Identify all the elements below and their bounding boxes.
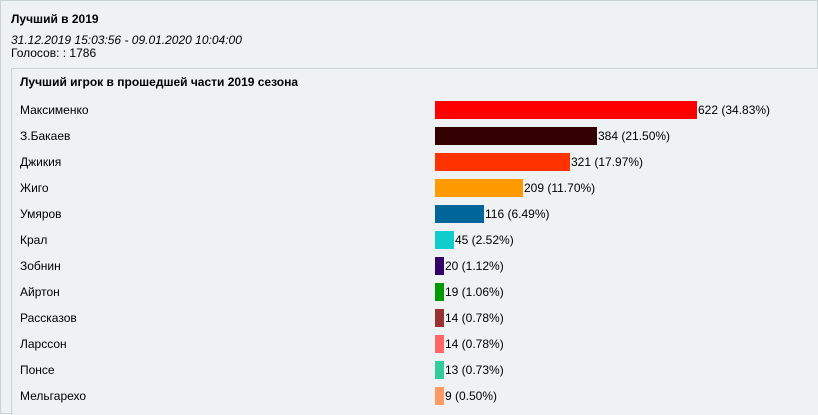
vote-count-label: 9 (0.50%) [445, 389, 498, 403]
option-label: Джикия [20, 155, 62, 169]
result-row: Рассказов 14 (0.78%) [12, 309, 812, 329]
vote-bar [435, 309, 444, 327]
vote-count-label: 13 (0.73%) [445, 363, 504, 377]
option-label: Айртон [20, 285, 60, 299]
vote-bar [435, 231, 454, 249]
vote-bar [435, 361, 444, 379]
vote-bar [435, 283, 444, 301]
vote-count-label: 209 (11.70%) [524, 181, 596, 195]
result-row: З.Бакаев 384 (21.50%) [12, 127, 812, 147]
vote-count-label: 14 (0.78%) [445, 311, 504, 325]
vote-count-label: 19 (1.06%) [445, 285, 504, 299]
vote-bar [435, 153, 570, 171]
option-label: Мельгарехо [20, 389, 87, 403]
option-label: Понсе [20, 363, 55, 377]
poll-vote-count: Голосов: : 1786 [11, 46, 97, 60]
option-label: Крал [20, 233, 48, 247]
option-label: Умяров [20, 207, 62, 221]
vote-count-label: 20 (1.12%) [445, 259, 504, 273]
vote-count-label: 622 (34.83%) [698, 103, 771, 117]
result-row: Зобнин 20 (1.12%) [12, 257, 812, 277]
poll-results-box: Лучший игрок в прошедшей части 2019 сезо… [11, 68, 818, 415]
option-label: Зобнин [20, 259, 61, 273]
poll-title: Лучший в 2019 [11, 12, 99, 26]
vote-count-label: 384 (21.50%) [598, 129, 671, 143]
vote-count-label: 14 (0.78%) [445, 337, 504, 351]
poll-question: Лучший игрок в прошедшей части 2019 сезо… [20, 75, 299, 89]
vote-count-label: 45 (2.52%) [455, 233, 514, 247]
vote-bar [435, 335, 444, 353]
option-label: З.Бакаев [20, 129, 71, 143]
option-label: Максименко [20, 103, 89, 117]
vote-bar [435, 205, 484, 223]
result-row: Умяров 116 (6.49%) [12, 205, 812, 225]
result-row: Ларссон 14 (0.78%) [12, 335, 812, 355]
vote-bar [435, 387, 444, 405]
result-row: Айртон 19 (1.06%) [12, 283, 812, 303]
vote-bar [435, 257, 444, 275]
vote-count-label: 321 (17.97%) [571, 155, 644, 169]
option-label: Ларссон [20, 337, 67, 351]
option-label: Жиго [20, 181, 49, 195]
vote-bar [435, 127, 597, 145]
vote-count-label: 116 (6.49%) [485, 207, 550, 221]
result-row: Крал 45 (2.52%) [12, 231, 812, 251]
option-label: Рассказов [20, 311, 77, 325]
result-row: Максименко 622 (34.83%) [12, 101, 812, 121]
vote-bar [435, 101, 697, 119]
result-row: Джикия 321 (17.97%) [12, 153, 812, 173]
poll-dates: 31.12.2019 15:03:56 - 09.01.2020 10:04:0… [11, 33, 242, 47]
result-row: Мельгарехо 9 (0.50%) [12, 387, 812, 407]
vote-bar [435, 179, 523, 197]
result-row: Жиго 209 (11.70%) [12, 179, 812, 199]
result-row: Понсе 13 (0.73%) [12, 361, 812, 381]
